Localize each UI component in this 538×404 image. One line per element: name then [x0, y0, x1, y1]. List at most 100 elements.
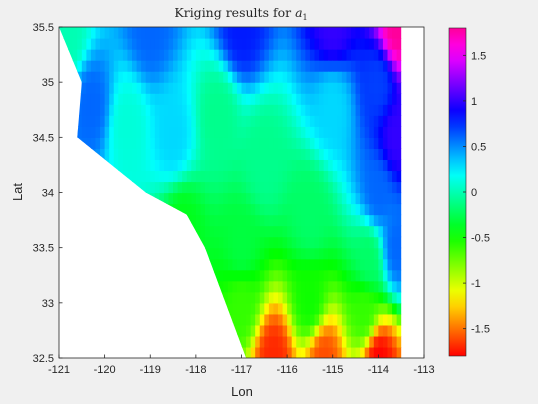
- heatmap-cell: [150, 181, 156, 194]
- heatmap-cell: [273, 335, 279, 348]
- heatmap-cell: [182, 170, 188, 183]
- heatmap-cell: [264, 181, 270, 194]
- heatmap-cell: [296, 170, 302, 183]
- heatmap-cell: [309, 159, 316, 172]
- heatmap-cell: [328, 335, 334, 348]
- heatmap-cell: [109, 104, 115, 116]
- heatmap-cell: [314, 269, 320, 282]
- heatmap-cell: [351, 236, 357, 249]
- heatmap-cell: [378, 60, 384, 72]
- heatmap-cell: [291, 126, 297, 138]
- heatmap-cell: [259, 335, 265, 348]
- heatmap-cell: [291, 137, 297, 149]
- heatmap-cell: [319, 313, 325, 326]
- heatmap-cell: [250, 60, 256, 72]
- heatmap-cell: [328, 82, 334, 94]
- heatmap-cell: [364, 181, 370, 194]
- heatmap-cell: [250, 269, 256, 282]
- heatmap-cell: [200, 38, 206, 50]
- heatmap-cell: [273, 192, 279, 205]
- heatmap-cell: [396, 137, 402, 149]
- heatmap-cell: [373, 104, 379, 116]
- heatmap-cell: [122, 115, 129, 127]
- heatmap-cell: [364, 247, 370, 260]
- heatmap-cell: [209, 214, 215, 227]
- heatmap-cell: [177, 38, 183, 50]
- heatmap-cell: [364, 192, 370, 205]
- heatmap-cell: [323, 126, 329, 138]
- heatmap-cell: [387, 291, 393, 304]
- heatmap-cell: [104, 60, 110, 72]
- heatmap-cell: [346, 49, 352, 61]
- heatmap-cell: [392, 313, 398, 326]
- heatmap-cell: [396, 313, 402, 326]
- heatmap-cell: [296, 181, 302, 194]
- heatmap-cell: [364, 93, 370, 105]
- heatmap-cell: [232, 181, 238, 194]
- heatmap-cell: [369, 159, 375, 172]
- heatmap-cell: [291, 203, 297, 216]
- heatmap-cell: [227, 126, 233, 138]
- heatmap-cell: [191, 159, 197, 172]
- heatmap-cell: [373, 335, 379, 348]
- heatmap-cell: [227, 27, 233, 39]
- heatmap-cell: [328, 181, 334, 194]
- heatmap-cell: [163, 126, 170, 138]
- heatmap-cell: [373, 192, 379, 205]
- heatmap-cell: [305, 104, 311, 116]
- heatmap-cell: [392, 27, 398, 39]
- heatmap-cell: [264, 38, 270, 50]
- heatmap-cell: [168, 82, 174, 94]
- heatmap-cell: [309, 280, 316, 293]
- heatmap-cell: [287, 313, 293, 326]
- heatmap-cell: [373, 137, 379, 149]
- heatmap-cell: [382, 247, 389, 260]
- heatmap-cell: [369, 236, 375, 249]
- heatmap-cell: [104, 38, 110, 50]
- heatmap-cell: [232, 115, 238, 127]
- heatmap-cell: [77, 104, 83, 116]
- heatmap-cell: [227, 159, 233, 172]
- heatmap-cell: [182, 38, 188, 50]
- heatmap-cell: [296, 203, 302, 216]
- heatmap-cell: [323, 313, 329, 326]
- heatmap-cell: [109, 137, 115, 149]
- heatmap-cell: [227, 71, 233, 83]
- heatmap-cell: [232, 71, 238, 83]
- heatmap-cell: [300, 192, 306, 205]
- heatmap-cell: [323, 225, 329, 238]
- heatmap-cell: [296, 126, 302, 138]
- heatmap-cell: [255, 258, 261, 271]
- heatmap-cell: [369, 126, 375, 138]
- heatmap-cell: [341, 324, 348, 337]
- heatmap-cell: [163, 104, 170, 116]
- heatmap-cell: [268, 104, 275, 116]
- heatmap-cell: [268, 49, 275, 61]
- heatmap-cell: [278, 324, 284, 337]
- heatmap-cell: [300, 214, 306, 227]
- heatmap-cell: [232, 236, 238, 249]
- heatmap-cell: [177, 203, 183, 216]
- heatmap-cell: [241, 192, 247, 205]
- heatmap-cell: [232, 192, 238, 205]
- heatmap-cell: [378, 159, 384, 172]
- heatmap-cell: [255, 313, 261, 326]
- heatmap-cell: [382, 170, 389, 183]
- heatmap-cell: [246, 49, 252, 61]
- heatmap-cell: [355, 93, 361, 105]
- heatmap-cell: [127, 148, 133, 160]
- heatmap-cell: [396, 104, 402, 116]
- heatmap-cell: [287, 192, 293, 205]
- heatmap-cell: [396, 291, 402, 304]
- heatmap-cell: [236, 269, 243, 282]
- heatmap-cell: [278, 346, 284, 358]
- heatmap-cell: [273, 38, 279, 50]
- heatmap-cell: [328, 291, 334, 304]
- heatmap-cell: [255, 38, 261, 50]
- heatmap-cell: [378, 313, 384, 326]
- heatmap-cell: [209, 170, 215, 183]
- heatmap-cell: [90, 115, 97, 127]
- y-tick-label: 35.5: [33, 22, 54, 34]
- heatmap-cell: [195, 115, 202, 127]
- heatmap-cell: [319, 82, 325, 94]
